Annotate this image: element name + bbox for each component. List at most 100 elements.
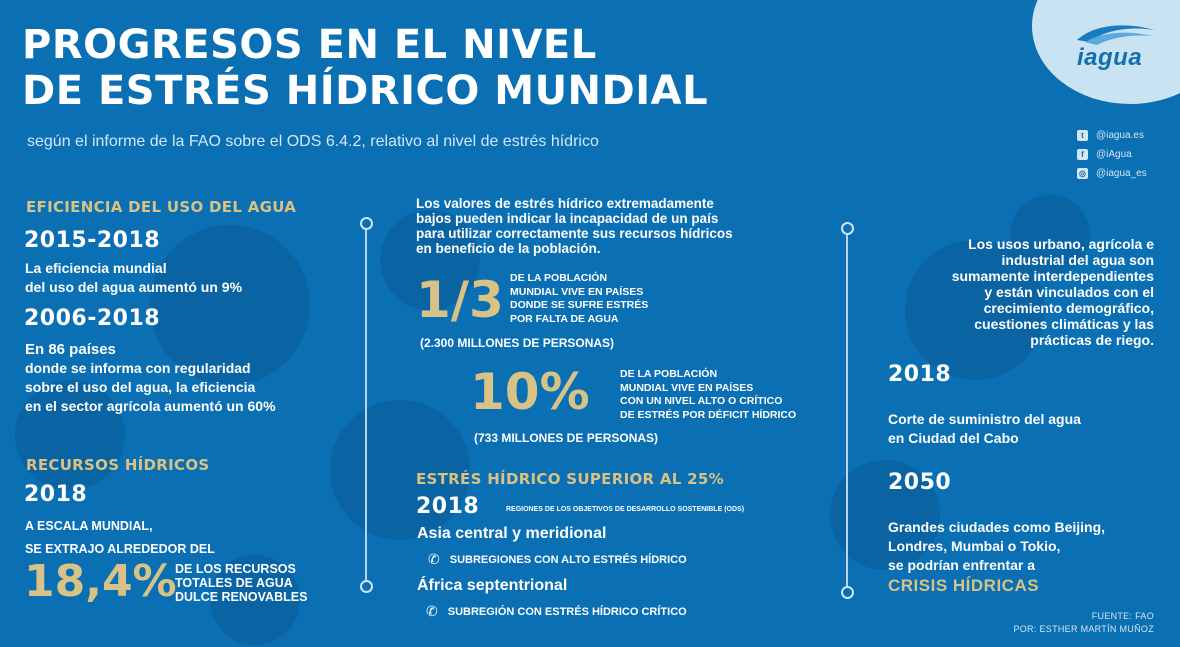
region-africa: África septentrional (417, 577, 568, 594)
eficiencia-text-1: La eficiencia mundial del uso del agua a… (25, 259, 242, 297)
page-title: PROGRESOS EN EL NIVEL DE ESTRÉS HÍDRICO … (22, 22, 708, 114)
text-line: y están vinculados con el (984, 284, 1154, 300)
social-handle: @iagua_es (1096, 168, 1147, 179)
text-line: Grandes ciudades como Beijing, (888, 519, 1106, 535)
facebook-icon: f (1077, 149, 1088, 160)
region-africa-sub: ✆ SUBREGIÓN CON ESTRÉS HÍDRICO CRÍTICO (426, 603, 687, 620)
text-line: prácticas de riego. (1030, 332, 1154, 348)
year-2018-right: 2018 (888, 362, 952, 387)
text-line: CON UN NIVEL ALTO O CRÍTICO (620, 395, 783, 407)
divider-dot (841, 586, 854, 599)
text-line: DE LOS RECURSOS (175, 562, 296, 576)
text-line: donde se informa con regularidad (25, 360, 251, 376)
text-line: cuestiones climáticas y las (974, 316, 1154, 332)
wave-logo-icon (1077, 25, 1155, 45)
text-line: En 86 países (25, 341, 116, 358)
region-asia-sub: ✆ SUBREGIONES CON ALTO ESTRÉS HÍDRICO (428, 551, 687, 568)
decor-circle (210, 555, 300, 645)
text-line: Corte de suministro del agua (888, 411, 1081, 427)
year-2018-text: Corte de suministro del agua en Ciudad d… (888, 410, 1081, 448)
section-heading-estres: ESTRÉS HÍDRICO SUPERIOR AL 25% (416, 470, 724, 488)
source-credit: FUENTE: FAO (1091, 611, 1154, 621)
recursos-line-2: SE EXTRAJO ALREDEDOR DEL (25, 542, 215, 556)
credits: FUENTE: FAO POR: ESTHER MARTÍN MUÑOZ (1013, 610, 1154, 636)
text-line: TOTALES DE AGUA (175, 576, 293, 590)
text-line: en beneficio de la población. (416, 241, 601, 256)
recursos-percent: 18,4% (24, 556, 177, 607)
instagram-icon: ◎ (1077, 168, 1088, 179)
author-credit: POR: ESTHER MARTÍN MUÑOZ (1013, 624, 1154, 634)
decor-circle (15, 380, 125, 490)
decor-circle (330, 400, 470, 540)
decor-circle (150, 225, 310, 385)
estres-year: 2018 (416, 494, 480, 519)
text-line: DE LA POBLACIÓN (620, 368, 718, 380)
marker-icon: ✆ (426, 603, 438, 619)
text-line: DE LA POBLACIÓN (510, 272, 608, 284)
divider-dot (360, 580, 373, 593)
text-line: Los valores de estrés hídrico extremadam… (416, 196, 714, 211)
stat-ten-percent-desc: DE LA POBLACIÓN MUNDIAL VIVE EN PAÍSES C… (620, 368, 796, 422)
text-line: DULCE RENOVABLES (175, 590, 308, 604)
divider-dot (360, 217, 373, 230)
stat-one-third-people: (2.300 MILLONES DE PERSONAS) (420, 336, 615, 350)
text-line: bajos pueden indicar la incapacidad de u… (416, 211, 719, 226)
section-heading-recursos: RECURSOS HÍDRICOS (26, 456, 210, 474)
text-line: sobre el uso del agua, la eficiencia (25, 379, 256, 395)
social-handle: @iagua.es (1096, 130, 1144, 141)
stat-one-third-desc: DE LA POBLACIÓN MUNDIAL VIVE EN PAÍSES D… (510, 272, 648, 326)
stat-ten-percent: 10% (470, 363, 590, 421)
text-line: para utilizar correctamente sus recursos… (416, 226, 733, 241)
text-line: SUBREGIÓN CON ESTRÉS HÍDRICO CRÍTICO (447, 605, 687, 618)
divider-dot (841, 222, 854, 235)
text-line: DONDE SE SUFRE ESTRÉS (510, 299, 649, 311)
text-line: Los usos urbano, agrícola e (968, 236, 1154, 252)
text-line: Londres, Mumbai o Tokio, (888, 538, 1061, 554)
recursos-desc: DE LOS RECURSOS TOTALES DE AGUA DULCE RE… (175, 562, 307, 604)
social-item-instagram[interactable]: ◎ @iagua_es (1077, 164, 1147, 183)
twitter-icon: t (1077, 130, 1088, 141)
recursos-line-1: A ESCALA MUNDIAL, (25, 519, 153, 533)
title-line: PROGRESOS EN EL NIVEL (22, 22, 597, 68)
period-2006-2018: 2006-2018 (24, 306, 161, 331)
logo[interactable]: iagua (1077, 44, 1143, 71)
social-handle: @iAgua (1096, 149, 1132, 160)
decor-circle (380, 210, 480, 310)
decor-circle (830, 460, 940, 570)
divider-left (365, 225, 367, 585)
text-line: POR FALTA DE AGUA (510, 312, 619, 325)
text-line: MUNDIAL VIVE EN PAÍSES (620, 381, 754, 394)
text-line: industrial del agua son (1001, 252, 1154, 268)
marker-icon: ✆ (428, 551, 440, 567)
text-line: crecimiento demográfico, (983, 300, 1154, 316)
year-2050: 2050 (888, 470, 952, 495)
eficiencia-text-2: En 86 países donde se informa con regula… (25, 340, 276, 416)
title-line: DE ESTRÉS HÍDRICO MUNDIAL (22, 68, 709, 114)
year-2050-text: Grandes ciudades como Beijing, Londres, … (888, 518, 1105, 575)
text-line: se podrían enfrentar a (888, 557, 1036, 573)
text-line: en Ciudad del Cabo (888, 430, 1019, 446)
stat-one-third: 1/3 (416, 271, 504, 329)
centro-intro: Los valores de estrés hídrico extremadam… (416, 196, 733, 256)
social-item-facebook[interactable]: f @iAgua (1077, 145, 1147, 164)
divider-right (846, 230, 848, 590)
text-line: en el sector agrícola aumentó un 60% (25, 398, 276, 414)
decor-circle (1010, 195, 1090, 275)
social-links: t @iagua.es f @iAgua ◎ @iagua_es (1077, 126, 1147, 183)
region-asia: Asia central y meridional (417, 525, 607, 542)
text-line: del uso del agua aumentó un 9% (25, 279, 243, 295)
subtitle: según el informe de la FAO sobre el ODS … (27, 133, 599, 150)
section-heading-eficiencia: EFICIENCIA DEL USO DEL AGUA (26, 198, 297, 216)
period-2015-2018: 2015-2018 (24, 228, 161, 253)
text-line: sumamente interdependientes (951, 268, 1154, 284)
estres-note: REGIONES DE LOS OBJETIVOS DE DESARROLLO … (506, 506, 745, 513)
stat-ten-percent-people: (733 MILLONES DE PERSONAS) (474, 431, 659, 445)
text-line: DE ESTRÉS POR DÉFICIT HÍDRICO (620, 408, 797, 421)
derecha-intro: Los usos urbano, agrícola e industrial d… (952, 236, 1154, 348)
text-line: La eficiencia mundial (25, 260, 167, 276)
text-line: MUNDIAL VIVE EN PAÍSES (510, 285, 644, 298)
text-line: SUBREGIONES CON ALTO ESTRÉS HÍDRICO (449, 553, 687, 566)
recursos-year: 2018 (24, 482, 88, 507)
social-item-twitter[interactable]: t @iagua.es (1077, 126, 1147, 145)
